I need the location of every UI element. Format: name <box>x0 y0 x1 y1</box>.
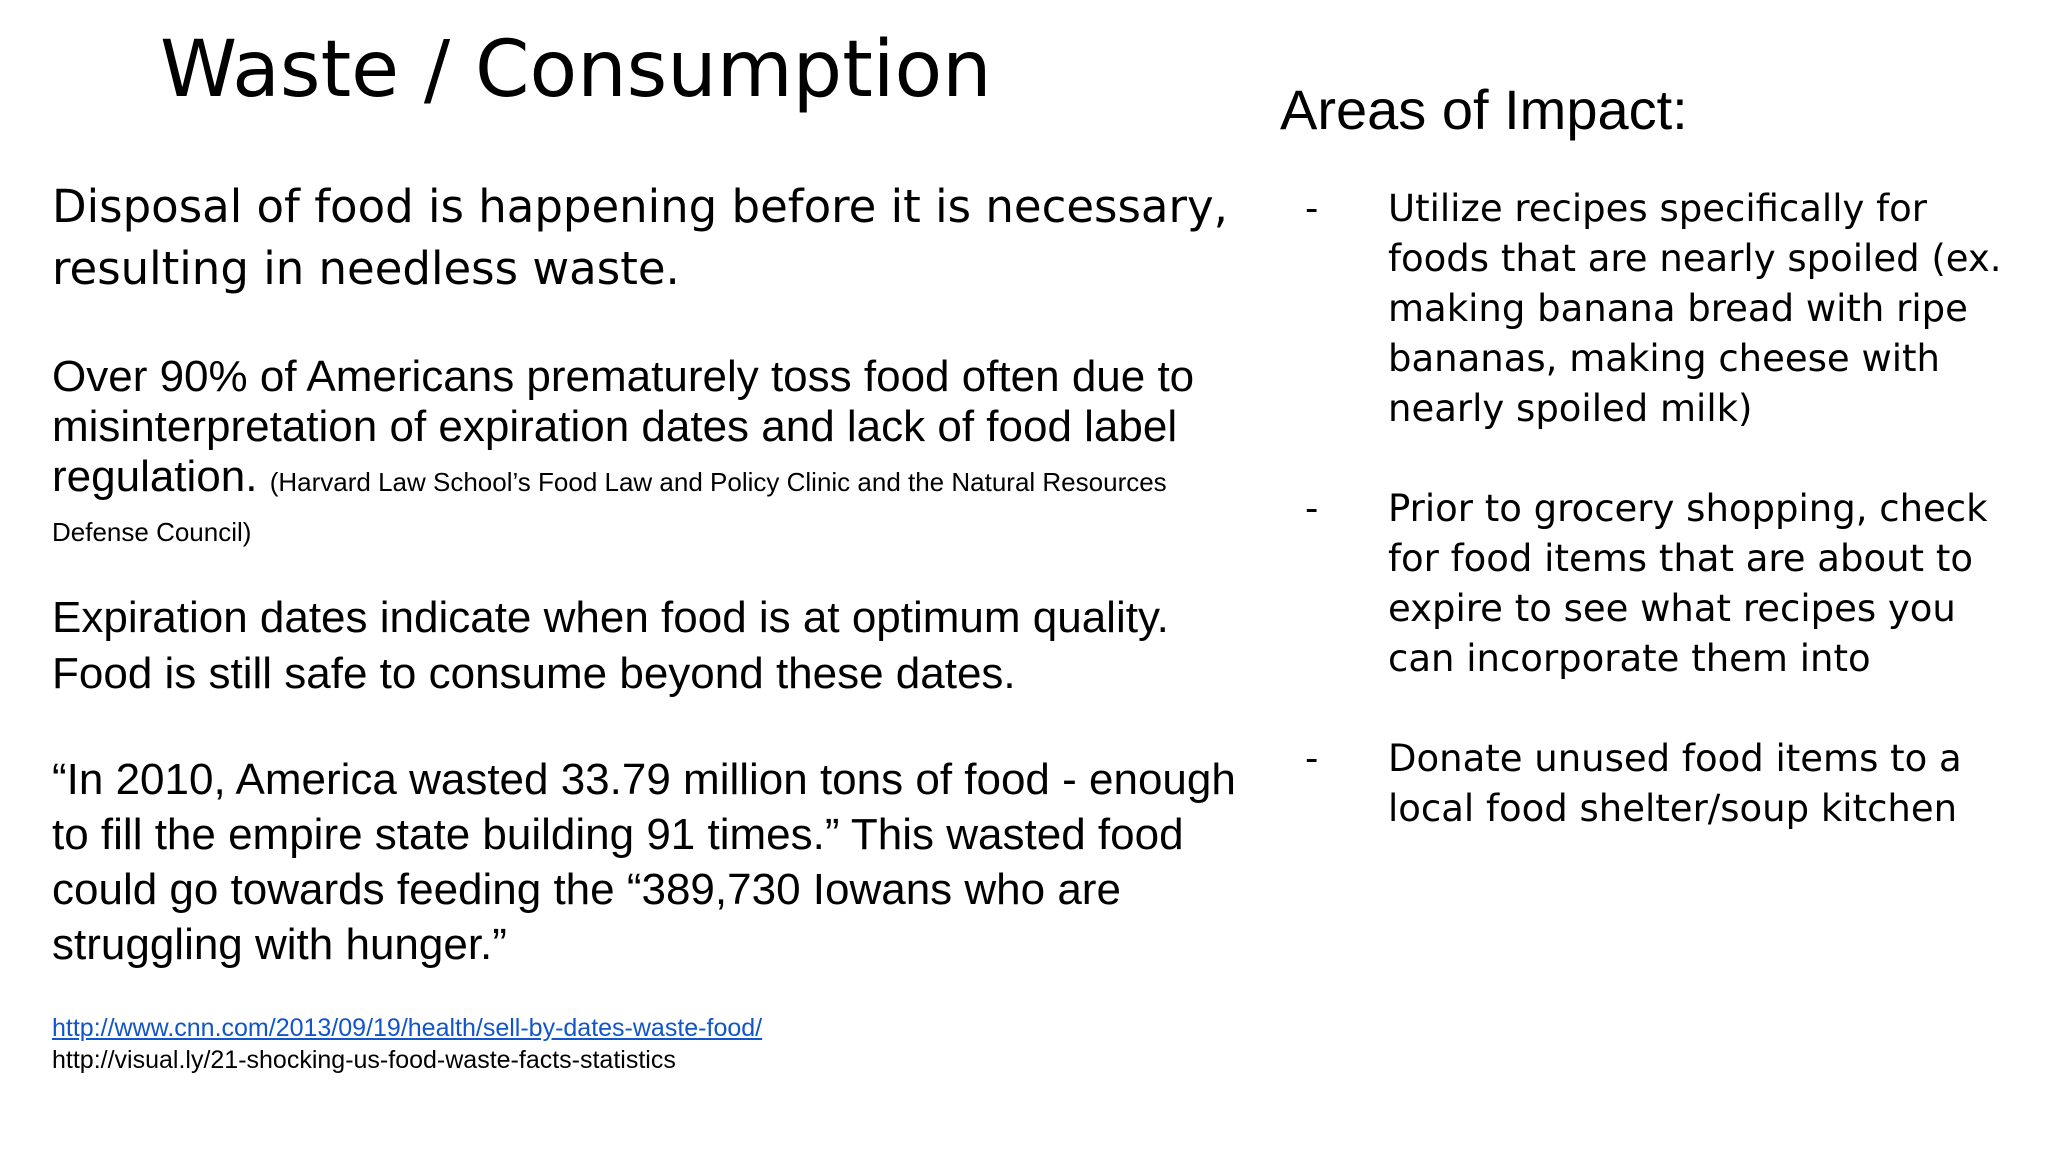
paragraph-statistic-text: Over 90% of Americans prematurely toss f… <box>52 352 1195 501</box>
impact-item: - Utilize recipes specifically for foods… <box>1305 184 2025 434</box>
sources: http://www.cnn.com/2013/09/19/health/sel… <box>52 1012 762 1076</box>
paragraph-expiration: Expiration dates indicate when food is a… <box>52 593 1169 698</box>
bullet-dash: - <box>1305 737 1319 780</box>
bullet-dash: - <box>1305 487 1319 530</box>
bullet-dash: - <box>1305 187 1319 230</box>
paragraph-quote: “In 2010, America wasted 33.79 million t… <box>52 755 1236 969</box>
paragraph-statistic: Over 90% of Americans prematurely toss f… <box>52 352 1252 552</box>
source-link-cnn[interactable]: http://www.cnn.com/2013/09/19/health/sel… <box>52 1014 763 1042</box>
impact-item-text: Utilize recipes specifically for foods t… <box>1388 187 2002 430</box>
impact-item: - Prior to grocery shopping, check for f… <box>1305 484 2025 684</box>
source-text-visually: http://visual.ly/21-shocking-us-food-was… <box>52 1046 676 1074</box>
impact-item: - Donate unused food items to a local fo… <box>1305 734 2025 834</box>
lead-statement: Disposal of food is happening before it … <box>52 180 1228 295</box>
impact-heading: Areas of Impact: <box>1280 78 1688 141</box>
impact-list: - Utilize recipes specifically for foods… <box>1305 184 2025 884</box>
paragraph-citation: (Harvard Law School’s Food Law and Polic… <box>52 467 1167 547</box>
impact-item-text: Prior to grocery shopping, check for foo… <box>1388 487 1988 680</box>
impact-item-text: Donate unused food items to a local food… <box>1388 737 1962 830</box>
slide-title: Waste / Consumption <box>160 25 992 115</box>
